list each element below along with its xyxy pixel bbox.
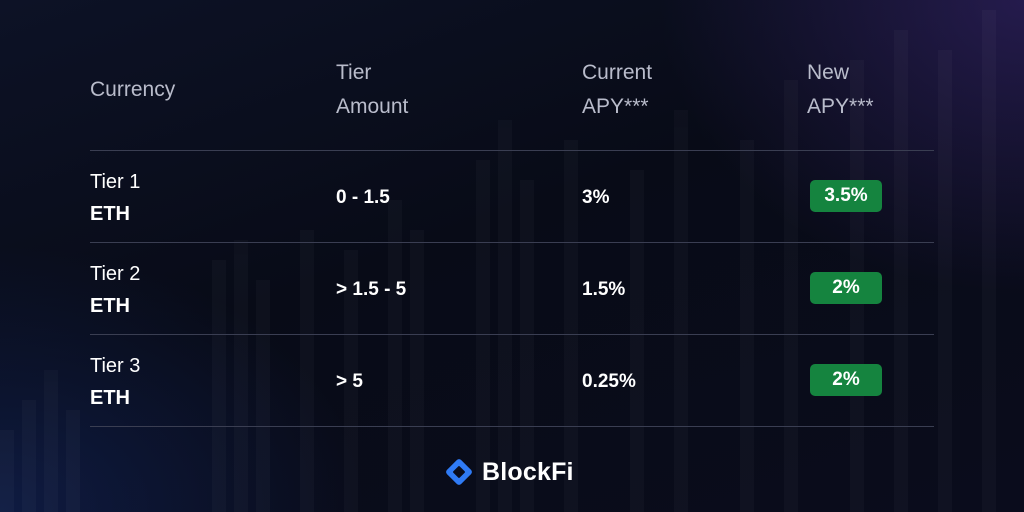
- tier-amount-value: 0 - 1.5: [336, 187, 390, 208]
- header-tier-amount: Tier Amount: [336, 61, 409, 118]
- currency-label: ETH: [90, 295, 130, 317]
- new-apy-badge: 2%: [810, 364, 882, 396]
- table-row-tier-2: Tier 2 ETH > 1.5 - 5 1.5% 2%: [90, 242, 934, 334]
- tier-label: Tier 3: [90, 355, 141, 377]
- brand-lockup: BlockFi: [444, 455, 574, 489]
- tier-amount-value: > 5: [336, 371, 363, 392]
- divider: [90, 150, 934, 151]
- table-row-tier-3: Tier 3 ETH > 5 0.25% 2%: [90, 334, 934, 426]
- current-apy-value: 3%: [582, 187, 610, 208]
- tier-label: Tier 1: [90, 171, 141, 193]
- blockfi-diamond-logo-icon: [446, 459, 472, 485]
- header-currency: Currency: [90, 78, 176, 101]
- brand-name: BlockFi: [482, 457, 574, 486]
- table-row-tier-1: Tier 1 ETH 0 - 1.5 3% 3.5%: [90, 150, 934, 242]
- current-apy-value: 1.5%: [582, 279, 626, 300]
- tier-label: Tier 2: [90, 263, 141, 285]
- currency-label: ETH: [90, 203, 130, 225]
- currency-label: ETH: [90, 387, 130, 409]
- divider: [90, 242, 934, 243]
- current-apy-value: 0.25%: [582, 371, 636, 392]
- header-current-apy: Current APY***: [582, 61, 653, 118]
- tier-amount-value: > 1.5 - 5: [336, 279, 407, 300]
- divider: [90, 426, 934, 427]
- divider: [90, 334, 934, 335]
- new-apy-badge: 3.5%: [810, 180, 882, 212]
- table-header-row: Currency Tier Amount Current APY*** New …: [90, 56, 934, 150]
- header-new-apy: New APY***: [807, 61, 874, 118]
- new-apy-badge: 2%: [810, 272, 882, 304]
